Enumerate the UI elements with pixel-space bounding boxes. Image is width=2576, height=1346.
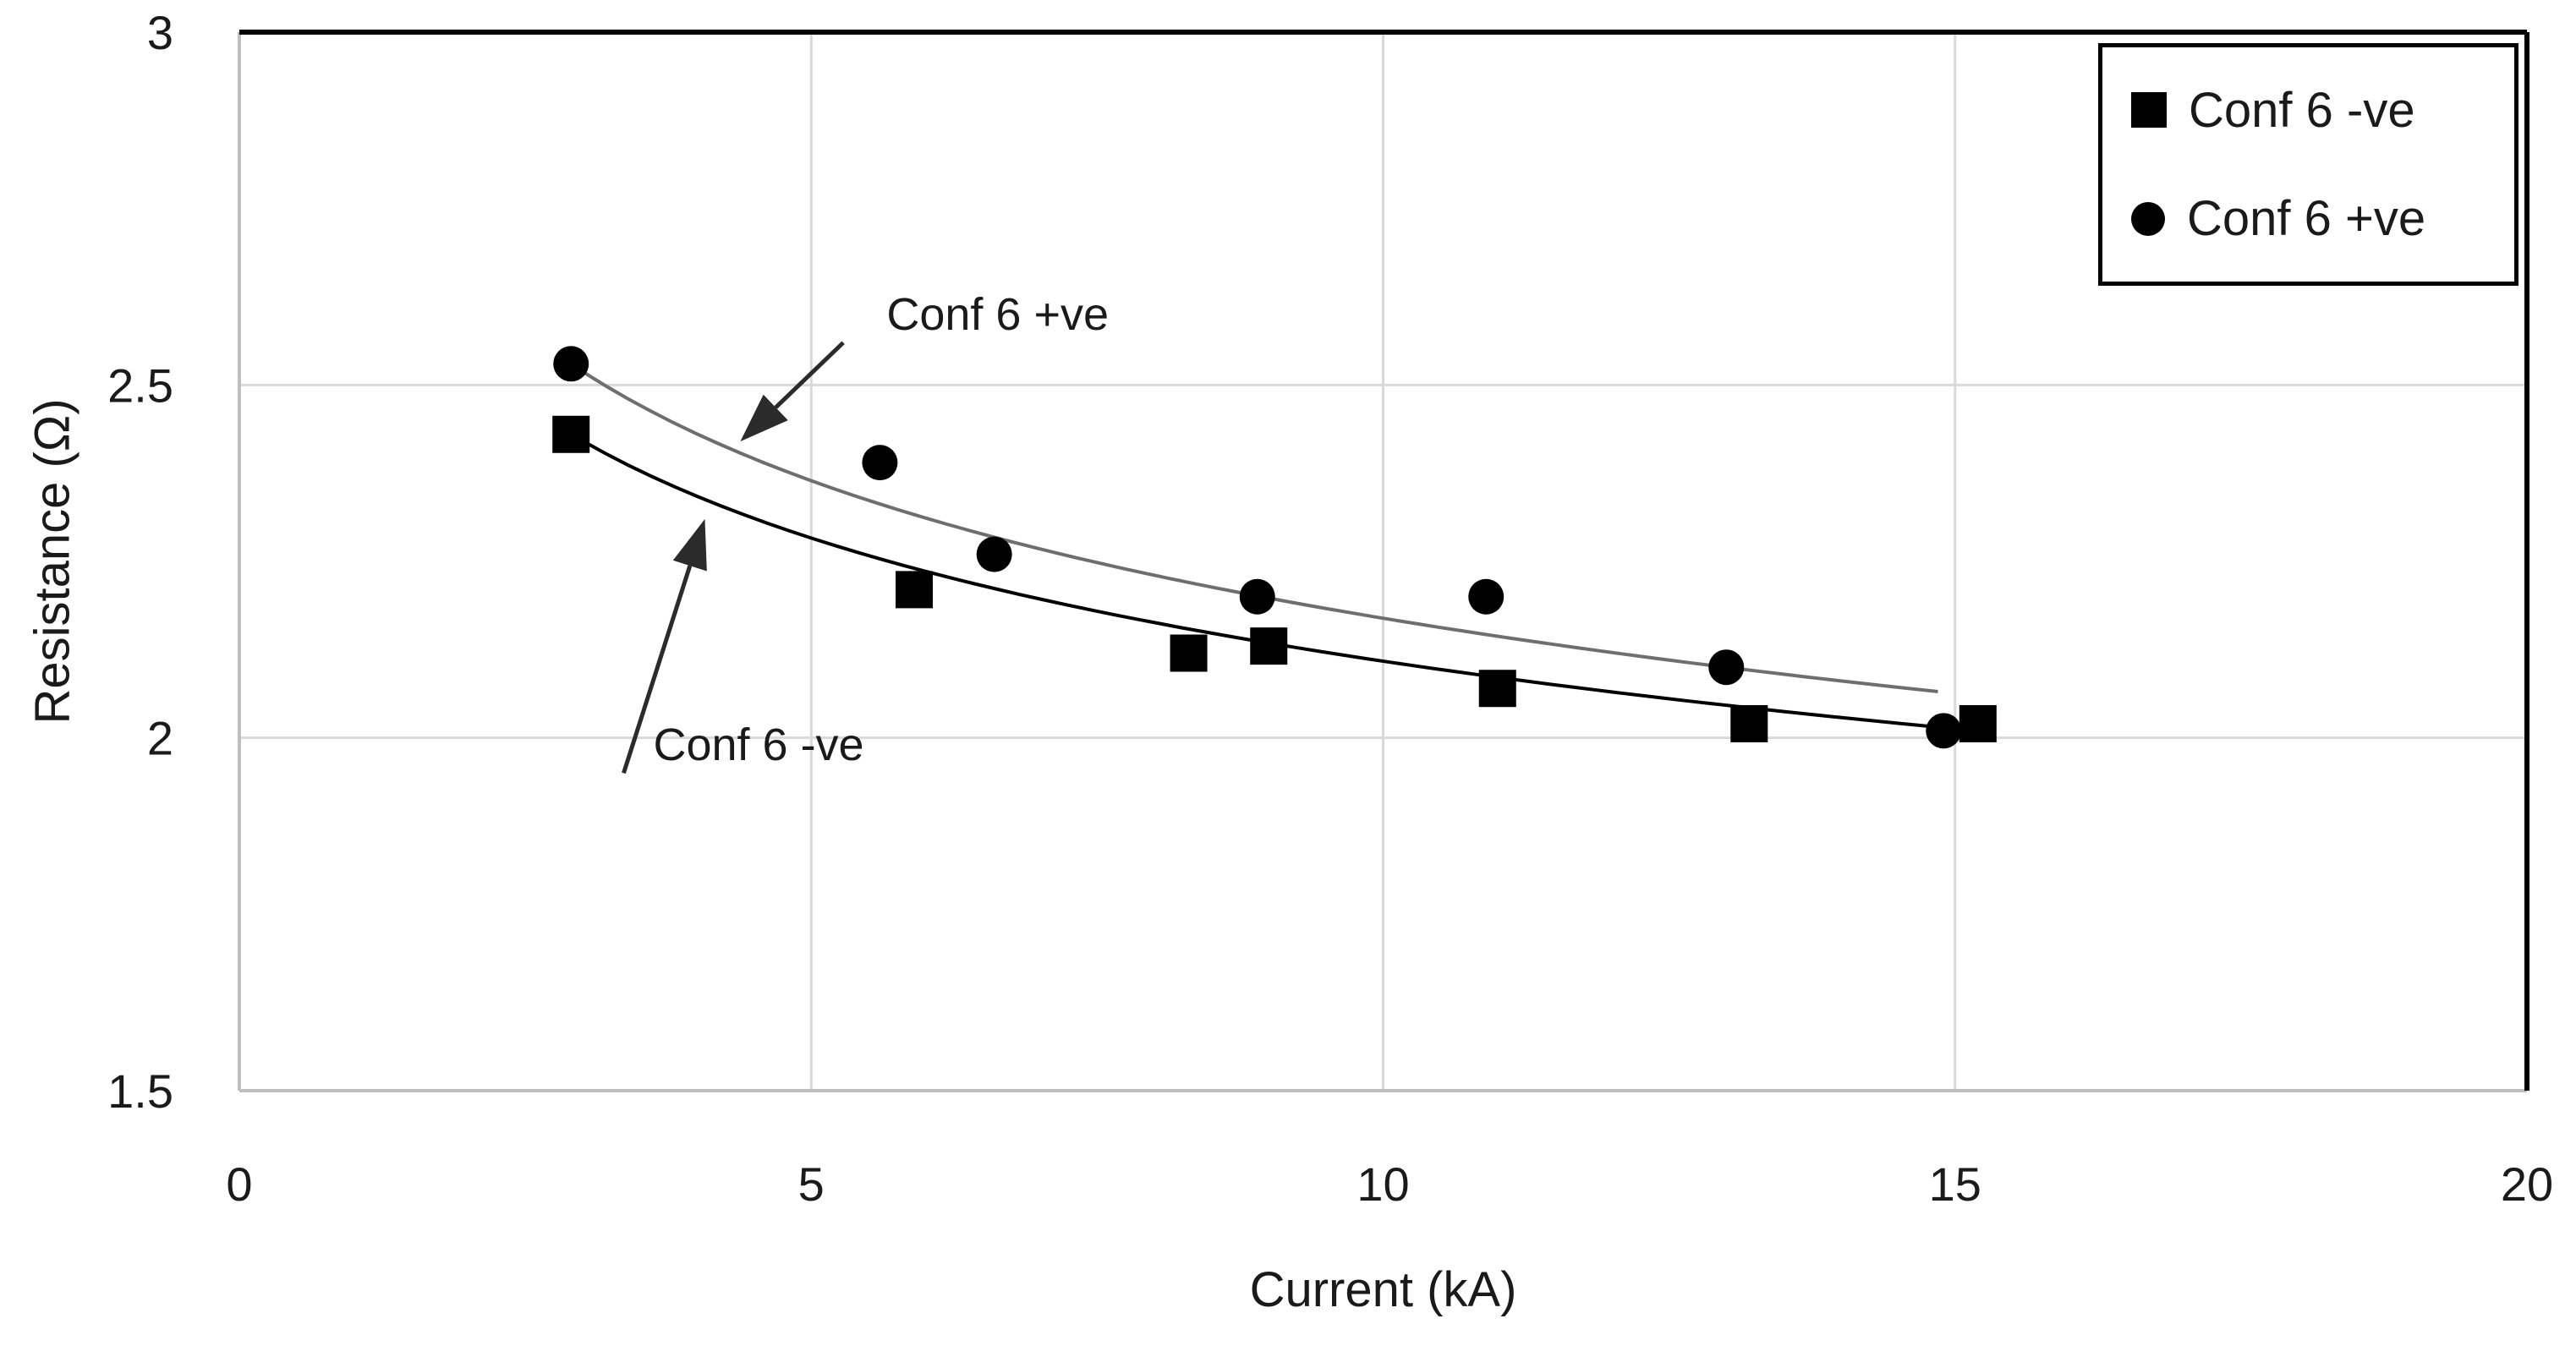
data-point-circle <box>862 445 898 481</box>
y-tick-label: 2.5 <box>107 358 173 412</box>
annotation-arrow-shaft <box>774 341 845 409</box>
data-point-square <box>1250 627 1288 665</box>
y-tick-label: 2 <box>147 712 173 765</box>
annotation-arrow-shaft <box>622 565 693 774</box>
y-axis-title: Resistance (Ω) <box>25 398 80 725</box>
legend-entry-conf6-pos: Conf 6 +ve <box>2131 190 2514 247</box>
data-point-square <box>1730 704 1768 742</box>
data-point-square <box>552 415 590 453</box>
annotation-label: Conf 6 -ve <box>653 720 864 770</box>
data-point-circle <box>1468 578 1504 615</box>
x-tick-label: 0 <box>226 1157 252 1211</box>
x-tick-label: 5 <box>798 1157 825 1211</box>
y-tick-label: 3 <box>147 6 173 59</box>
data-point-square <box>1478 670 1516 708</box>
data-point-circle <box>1926 713 1962 749</box>
legend-label: Conf 6 +ve <box>2187 191 2426 247</box>
legend: Conf 6 -ve Conf 6 +ve <box>2098 43 2518 286</box>
annotation-label: Conf 6 +ve <box>886 288 1110 340</box>
trendline-square <box>581 439 1967 732</box>
circle-marker-icon <box>2131 201 2165 236</box>
x-axis-title: Current (kA) <box>1249 1262 1517 1317</box>
legend-entry-conf6-neg: Conf 6 -ve <box>2131 82 2514 139</box>
y-tick-label: 1.5 <box>107 1064 173 1118</box>
annotation-arrowhead <box>672 518 707 572</box>
data-point-square <box>895 571 933 609</box>
legend-label: Conf 6 -ve <box>2189 82 2415 138</box>
data-point-circle <box>976 536 1012 572</box>
data-point-circle <box>1239 578 1275 615</box>
x-tick-label: 15 <box>1929 1157 1981 1211</box>
data-point-circle <box>1708 649 1745 686</box>
x-tick-label: 10 <box>1357 1157 1409 1211</box>
data-point-square <box>1170 634 1208 672</box>
data-point-square <box>1959 704 1997 742</box>
data-point-circle <box>553 346 589 382</box>
x-tick-label: 20 <box>2501 1157 2553 1211</box>
annotation-arrowhead <box>740 394 788 442</box>
square-marker-icon <box>2131 92 2167 129</box>
